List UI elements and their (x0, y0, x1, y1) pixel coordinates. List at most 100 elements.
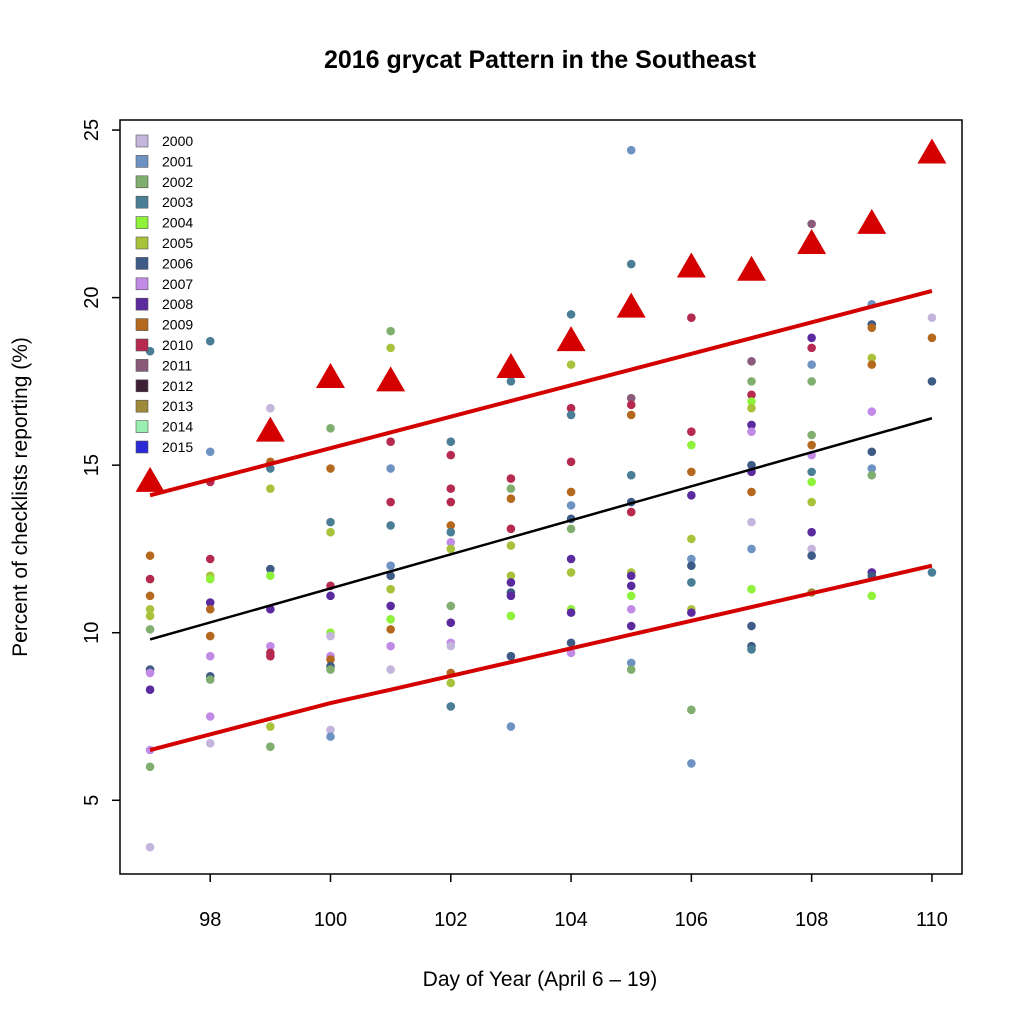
data-point (145, 842, 155, 852)
data-point (506, 541, 516, 550)
data-point (807, 544, 816, 554)
data-point (446, 544, 456, 554)
data-point (446, 618, 456, 627)
triangle-2016 (917, 138, 947, 164)
data-point (566, 410, 576, 420)
data-point (747, 420, 756, 430)
legend-label: 2000 (162, 133, 193, 149)
triangle-2016 (616, 292, 646, 318)
legend-swatch (135, 359, 149, 372)
data-point (145, 668, 155, 678)
data-point (747, 356, 756, 366)
data-point (205, 574, 215, 584)
data-point (747, 487, 756, 497)
data-point (687, 313, 696, 323)
data-point (145, 574, 155, 584)
data-point (266, 571, 275, 581)
data-point (145, 685, 155, 694)
data-point (807, 343, 816, 353)
data-point (626, 145, 636, 155)
data-point (205, 651, 215, 661)
y-tick-label: 10 (81, 622, 103, 644)
data-point (205, 604, 215, 614)
data-point (927, 313, 937, 323)
data-point (386, 561, 395, 570)
data-point (807, 333, 816, 343)
data-point (626, 507, 636, 517)
legend-swatch (135, 420, 149, 433)
trend-line-mean (149, 417, 933, 641)
data-point (747, 377, 756, 386)
legend-label: 2009 (162, 317, 193, 333)
triangle-2016 (135, 466, 165, 492)
data-point (506, 377, 516, 386)
data-point (566, 360, 576, 369)
data-point (626, 581, 636, 591)
data-point (566, 403, 576, 413)
x-tick-label: 108 (795, 909, 828, 931)
data-point (446, 484, 456, 493)
data-point (687, 608, 696, 617)
y-tick-label: 15 (81, 454, 103, 476)
data-point (506, 524, 516, 534)
data-point (927, 333, 937, 343)
legend-label: 2006 (162, 255, 193, 271)
data-point (687, 427, 696, 436)
data-point (687, 554, 696, 564)
data-point (626, 665, 636, 674)
y-tick-label: 25 (81, 119, 103, 141)
trend-lines (149, 288, 933, 752)
data-point (747, 397, 756, 406)
data-point (807, 527, 816, 537)
legend-label: 2012 (162, 378, 193, 394)
data-point (326, 665, 335, 674)
data-point (326, 725, 335, 735)
data-point (687, 578, 696, 587)
data-point (446, 678, 456, 688)
data-point (145, 762, 155, 772)
data-point (626, 393, 636, 403)
data-point (446, 437, 456, 447)
data-point (446, 601, 456, 611)
legend-swatch (135, 440, 149, 454)
data-point (867, 464, 877, 473)
data-point (446, 641, 456, 651)
data-point (807, 467, 816, 477)
legend-label: 2010 (162, 337, 193, 353)
data-point (687, 440, 696, 450)
data-point (266, 564, 275, 574)
data-point (867, 360, 877, 369)
x-axis-label: Day of Year (April 6 – 19) (423, 968, 658, 991)
legend-swatch (135, 236, 149, 250)
data-point (747, 584, 756, 594)
data-point (506, 611, 516, 621)
data-point (205, 336, 215, 346)
data-point (687, 759, 696, 768)
data-point (326, 464, 335, 473)
data-point (687, 491, 696, 500)
data-point (205, 675, 215, 684)
data-point (747, 390, 756, 400)
data-point (566, 608, 576, 617)
legend-label: 2001 (162, 153, 193, 169)
data-point (386, 625, 395, 634)
legend-swatch (135, 277, 149, 291)
data-point (326, 631, 335, 641)
data-point (266, 484, 275, 493)
data-point (867, 447, 877, 457)
legend-swatch (135, 379, 149, 393)
data-point (747, 427, 756, 436)
chart-title: 2016 grycat Pattern in the Southeast (324, 46, 757, 74)
data-point (747, 460, 756, 470)
data-point (747, 403, 756, 413)
data-point (566, 638, 576, 648)
data-point (266, 742, 275, 751)
data-point (687, 705, 696, 715)
data-point (927, 568, 937, 577)
data-point (747, 517, 756, 527)
data-point (446, 702, 456, 711)
data-point (626, 571, 636, 581)
data-point (326, 591, 335, 601)
data-point (807, 377, 816, 386)
